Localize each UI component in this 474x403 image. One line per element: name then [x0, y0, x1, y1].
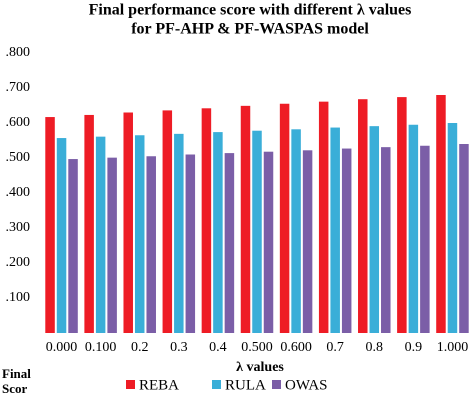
bar: [358, 99, 368, 333]
y-tick-label: .300: [6, 220, 31, 235]
bar: [56, 138, 67, 333]
bar: [369, 126, 380, 334]
legend-swatch: [212, 380, 221, 389]
bar: [420, 145, 430, 333]
bar: [302, 150, 313, 333]
bar: [45, 117, 55, 333]
y-tick-label: .200: [6, 255, 31, 270]
bar: [318, 101, 329, 334]
y-tick-label: .800: [6, 45, 31, 60]
bar: [447, 123, 458, 333]
bar: [174, 133, 184, 333]
bar: [95, 136, 106, 333]
bar: [123, 112, 133, 333]
legend-label: RULA: [225, 377, 266, 393]
x-tick-label: 0.000: [46, 340, 78, 355]
x-tick-label: 0.9: [405, 340, 423, 355]
legend-label: REBA: [139, 377, 179, 393]
bar: [459, 144, 469, 333]
bar: [134, 135, 145, 333]
legend-swatch: [126, 380, 135, 389]
bar: [68, 159, 78, 333]
y-tick-label: .500: [6, 150, 31, 165]
legend-swatch: [272, 380, 281, 389]
bar: [291, 129, 301, 333]
x-tick-label: 0.100: [85, 340, 117, 355]
bar: [397, 97, 407, 333]
y-tick-label: .100: [6, 290, 31, 305]
y-tick-label: .400: [6, 185, 31, 200]
chart-subtitle: for PF-AHP & PF-WASPAS model: [131, 21, 369, 38]
x-tick-label: 0.500: [241, 340, 273, 355]
legend-label: OWAS: [285, 377, 328, 393]
bar: [279, 103, 290, 333]
x-tick-label: 0.8: [366, 340, 384, 355]
x-tick-label: 0.3: [170, 340, 188, 355]
y-tick-label: .600: [6, 115, 31, 130]
bar: [107, 157, 117, 333]
bar: [252, 130, 262, 333]
bar: [224, 153, 235, 333]
x-tick-label: 0.7: [326, 340, 344, 355]
y-tick-label: .700: [6, 80, 31, 95]
bar: [436, 95, 446, 333]
x-axis-label: λ values: [236, 360, 284, 375]
bar: [408, 124, 419, 333]
bar: [330, 127, 340, 333]
x-tick-label: 0.2: [131, 340, 149, 355]
bar: [240, 105, 251, 333]
x-tick-label: 0.4: [209, 340, 227, 355]
chart-title: Final performance score with different λ…: [89, 2, 412, 19]
bar: [381, 147, 391, 333]
bar: [185, 154, 196, 333]
bar: [341, 148, 352, 333]
x-tick-label: 0.600: [280, 340, 312, 355]
bar: [146, 156, 156, 333]
bar: [84, 114, 94, 333]
y-axis-label: Final Scor: [2, 366, 31, 396]
bar: [201, 108, 212, 333]
bar: [213, 132, 223, 333]
bar: [263, 151, 274, 333]
x-tick-label: 1.000: [437, 340, 469, 355]
bar: [162, 110, 173, 334]
